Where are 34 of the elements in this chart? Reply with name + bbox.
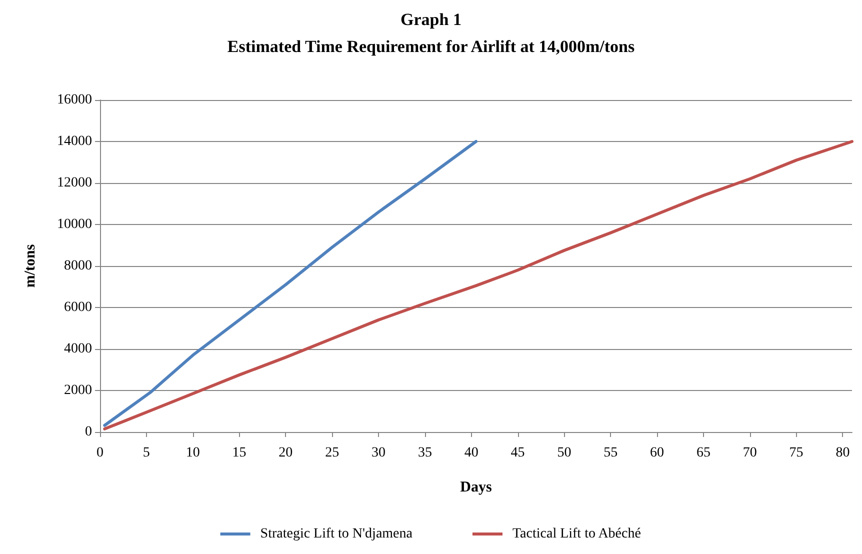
chart-title: Graph 1 <box>400 10 462 29</box>
x-tick-label: 70 <box>742 446 757 460</box>
y-tick-label: 0 <box>85 424 92 440</box>
x-tick-label: 10 <box>186 446 200 460</box>
chart-subtitle: Estimated Time Requirement for Airlift at 14,000m/tons <box>227 37 635 56</box>
x-tick-label: 80 <box>836 446 850 460</box>
x-tick-label: 60 <box>650 446 664 460</box>
x-tick-label: 50 <box>557 446 572 460</box>
x-tick-label: 0 <box>96 446 104 460</box>
x-tick-label: 40 <box>464 446 478 460</box>
y-tick-label: 8000 <box>64 258 92 274</box>
y-tick-label: 14000 <box>57 134 92 149</box>
x-tick-label: 5 <box>142 446 150 460</box>
x-tick-label: 55 <box>604 446 618 460</box>
y-tick-label: 2000 <box>64 383 92 398</box>
legend-label: Strategic Lift to N'djamena <box>260 526 414 542</box>
x-tick-label: 35 <box>418 446 432 460</box>
x-tick-label: 30 <box>372 446 386 460</box>
x-tick-label: 25 <box>325 446 340 460</box>
y-axis-title: m/tons <box>22 244 38 288</box>
y-tick-label: 16000 <box>57 92 92 108</box>
x-axis-title: Days <box>460 480 492 496</box>
y-tick-label: 10000 <box>57 217 92 232</box>
x-tick-label: 45 <box>510 446 525 460</box>
x-tick-label: 20 <box>278 446 293 460</box>
y-tick-label: 4000 <box>64 342 92 356</box>
x-tick-label: 65 <box>696 446 710 460</box>
line-series <box>103 140 854 430</box>
y-tick-label: 12000 <box>57 176 92 190</box>
y-tick-label: 6000 <box>64 300 92 315</box>
line-series <box>103 140 478 427</box>
legend-label: Tactical Lift to Abéché <box>512 526 641 542</box>
x-tick-label: 15 <box>232 446 246 460</box>
x-tick-label: 75 <box>789 446 804 460</box>
